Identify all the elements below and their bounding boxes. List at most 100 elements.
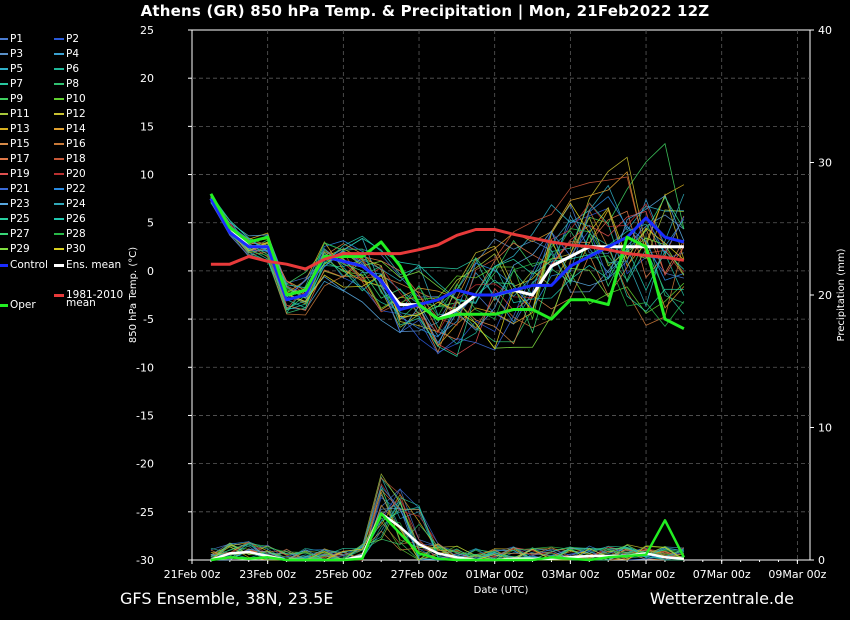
legend-label: P1 xyxy=(10,33,24,45)
y-tick-label: -5 xyxy=(143,313,154,326)
legend-label: Control xyxy=(10,259,48,271)
legend-label: P9 xyxy=(10,93,24,105)
legend-item-p24: P24 xyxy=(54,198,86,210)
legend-item-p3: P3 xyxy=(0,48,23,60)
legend-swatch xyxy=(54,113,64,115)
y-tick-label: 0 xyxy=(147,265,154,278)
member-line-p18 xyxy=(210,176,685,326)
member-line-p19 xyxy=(210,194,685,356)
legend-label: P20 xyxy=(66,168,86,180)
y2-tick-label: 20 xyxy=(818,289,832,302)
legend-item-p10: P10 xyxy=(54,93,86,105)
legend-swatch xyxy=(54,53,64,55)
legend-label: Oper xyxy=(10,299,36,311)
y2-tick-label: 0 xyxy=(818,554,825,567)
legend-item-p21: P21 xyxy=(0,183,30,195)
legend-item-p4: P4 xyxy=(54,48,79,60)
legend-item-ens-mean: Ens. mean xyxy=(54,259,121,271)
legend-label: P15 xyxy=(10,138,30,150)
legend-item-p2: P2 xyxy=(54,33,79,45)
y-tick-label: -25 xyxy=(136,506,154,519)
x-tick-label: 21Feb 00z xyxy=(164,568,221,581)
legend-item-p5: P5 xyxy=(0,63,23,75)
y-tick-label: -30 xyxy=(136,554,154,567)
legend-label: P30 xyxy=(66,243,86,255)
legend-item-p6: P6 xyxy=(54,63,79,75)
legend-label: Ens. mean xyxy=(66,259,122,271)
member-line-p28 xyxy=(210,195,685,327)
y-tick-label: 15 xyxy=(140,120,154,133)
y2-tick-label: 40 xyxy=(818,24,832,37)
legend-swatch xyxy=(0,113,8,115)
legend-swatch xyxy=(54,263,64,267)
legend-swatch xyxy=(0,98,8,100)
site-footer: Wetterzentrale.de xyxy=(649,589,794,608)
legend-label: P13 xyxy=(10,123,30,135)
legend-swatch xyxy=(0,303,8,307)
legend-label: P4 xyxy=(66,48,80,60)
legend-swatch xyxy=(54,83,64,85)
legend-item-p23: P23 xyxy=(0,198,30,210)
legend-item-p22: P22 xyxy=(54,183,86,195)
legend-swatch xyxy=(54,158,64,160)
y-axis-label: 850 hPa Temp. (°C) xyxy=(128,247,139,343)
legend-label: P12 xyxy=(66,108,86,120)
x-axis-label: Date (UTC) xyxy=(474,585,529,596)
chart-title: Athens (GR) 850 hPa Temp. & Precipitatio… xyxy=(140,2,710,20)
legend-swatch xyxy=(54,38,64,40)
member-line-p27 xyxy=(210,196,685,334)
legend-swatch xyxy=(0,128,8,130)
legend-item-p8: P8 xyxy=(54,78,79,90)
legend-swatch xyxy=(54,188,64,190)
member-line-p12 xyxy=(210,156,685,333)
legend-label: P3 xyxy=(10,48,24,60)
legend-label: P6 xyxy=(66,63,80,75)
legend-swatch xyxy=(54,143,64,145)
legend-item-p15: P15 xyxy=(0,138,30,150)
y-tick-label: 25 xyxy=(140,24,154,37)
x-tick-label: 01Mar 00z xyxy=(466,568,524,581)
x-tick-label: 07Mar 00z xyxy=(693,568,751,581)
legend-swatch xyxy=(54,68,64,70)
y-tick-label: -15 xyxy=(136,409,154,422)
member-line-p23 xyxy=(210,195,685,344)
legend-item-control: Control xyxy=(0,259,48,271)
x-tick-label: 25Feb 00z xyxy=(315,568,372,581)
series-line-oper-precipitation xyxy=(210,512,686,562)
legend-item-p11: P11 xyxy=(0,108,30,120)
x-tick-label: 03Mar 00z xyxy=(541,568,599,581)
member-line-p29 xyxy=(210,197,685,349)
series-line-oper xyxy=(209,193,685,331)
legend-label: P19 xyxy=(10,168,30,180)
legend-label: P17 xyxy=(10,153,30,165)
legend-item-p14: P14 xyxy=(54,123,86,135)
legend-item-p25: P25 xyxy=(0,213,30,225)
legend-item-p13: P13 xyxy=(0,123,30,135)
legend-swatch xyxy=(54,293,64,297)
legend-label: P10 xyxy=(66,93,86,105)
legend-item-p12: P12 xyxy=(54,108,86,120)
legend-label-climate-line2: mean xyxy=(66,297,96,309)
legend-swatch xyxy=(0,68,8,70)
legend-label: P21 xyxy=(10,183,30,195)
legend-item-p9: P9 xyxy=(0,93,23,105)
legend-swatch xyxy=(54,98,64,100)
member-line-p7 xyxy=(210,195,685,315)
legend-label: P18 xyxy=(66,153,86,165)
legend-swatch xyxy=(0,233,8,235)
member-line-p10 xyxy=(210,196,685,321)
legend-item-oper: Oper xyxy=(0,299,36,311)
y2-tick-label: 30 xyxy=(818,157,832,170)
legend-item-p20: P20 xyxy=(54,168,86,180)
y2-tick-label: 10 xyxy=(818,422,832,435)
y-tick-label: -10 xyxy=(136,361,154,374)
y2-axis-label: Precipitation (mm) xyxy=(836,248,847,341)
legend-item-p29: P29 xyxy=(0,243,30,255)
legend-swatch xyxy=(0,248,8,250)
legend-swatch xyxy=(0,218,8,220)
x-tick-label: 23Feb 00z xyxy=(239,568,296,581)
legend-swatch xyxy=(0,263,8,267)
legend-swatch xyxy=(54,248,64,250)
legend-item-p30: P30 xyxy=(54,243,86,255)
legend-item-p1: P1 xyxy=(0,33,23,45)
